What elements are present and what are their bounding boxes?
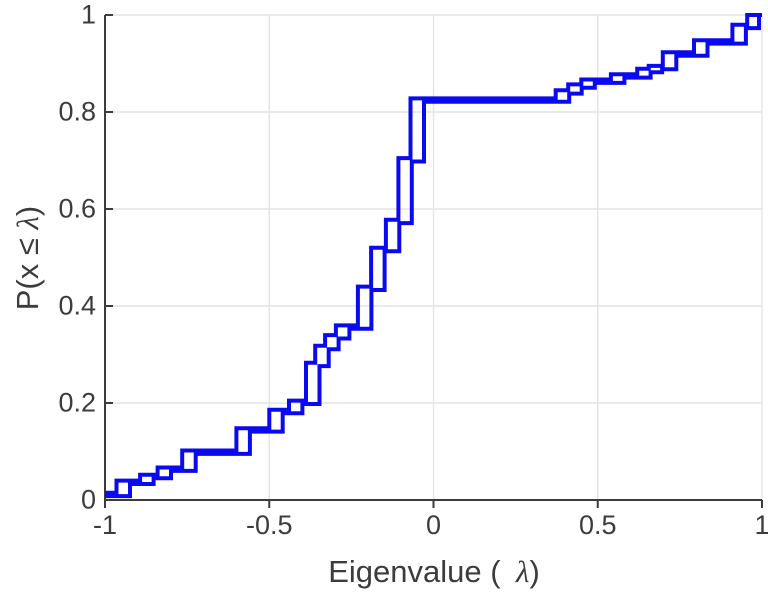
lambda-symbol: λ <box>10 216 45 230</box>
x-tick-label: 0 <box>425 510 442 540</box>
y-tick-label: 0.4 <box>58 290 96 321</box>
x-axis-label: Eigenvalue ( λ) <box>234 554 634 590</box>
x-axis-label-text: Eigenvalue ( <box>328 554 501 589</box>
y-axis-label-suffix: ) <box>10 205 45 217</box>
lambda-symbol: λ <box>500 554 530 589</box>
y-tick-label: 0.2 <box>58 387 96 418</box>
x-tick-label: -0.5 <box>245 510 293 540</box>
axis-tick-marks <box>104 14 763 508</box>
y-tick-label: 0.6 <box>58 193 96 224</box>
ecdf-step-curves <box>105 13 762 499</box>
step-curve-ecdf-eigenvalues-1 <box>105 13 762 495</box>
y-tick-label: 0 <box>80 484 96 515</box>
x-tick-label: -1 <box>92 510 118 540</box>
x-tick-label: 0.5 <box>578 510 617 540</box>
step-curve-ecdf-eigenvalues-2 <box>105 13 762 499</box>
grid-lines <box>104 14 763 501</box>
y-axis-label: P(x ≤ λ) <box>10 108 46 408</box>
x-tick-label: 1 <box>754 510 768 540</box>
x-axis-label-suffix: ) <box>529 554 540 589</box>
y-tick-label: 0.8 <box>58 96 96 127</box>
y-axis-label-text: P(x ≤ <box>10 229 45 311</box>
y-tick-label: 1 <box>80 0 96 30</box>
